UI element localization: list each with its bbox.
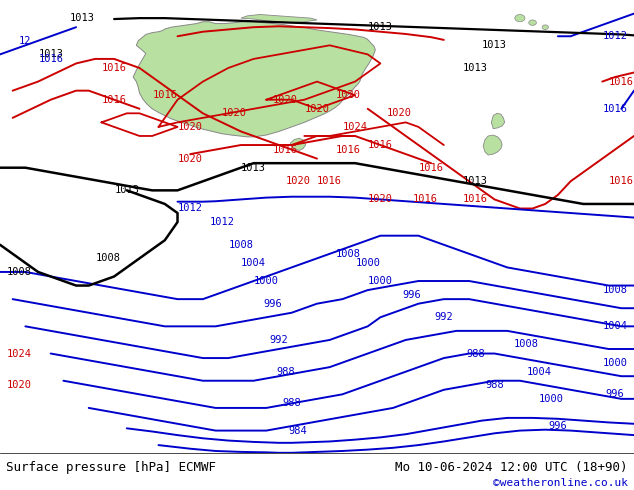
Text: 12: 12	[19, 36, 32, 46]
Text: 1012: 1012	[178, 203, 203, 214]
Text: 1000: 1000	[602, 358, 628, 368]
Text: 1012: 1012	[602, 31, 628, 41]
Text: 988: 988	[276, 367, 295, 377]
Text: 1024: 1024	[6, 348, 32, 359]
Text: 1000: 1000	[355, 258, 380, 268]
Text: 1016: 1016	[273, 145, 298, 154]
Polygon shape	[241, 15, 317, 23]
Text: 1000: 1000	[254, 276, 279, 286]
Text: 988: 988	[485, 380, 504, 390]
Text: 1004: 1004	[526, 367, 552, 377]
Text: 1013: 1013	[114, 185, 139, 196]
Text: 1016: 1016	[317, 176, 342, 186]
Text: 1008: 1008	[514, 340, 539, 349]
Text: 1020: 1020	[6, 380, 32, 390]
Text: 1008: 1008	[336, 249, 361, 259]
Text: Surface pressure [hPa] ECMWF: Surface pressure [hPa] ECMWF	[6, 462, 216, 474]
Text: 1020: 1020	[285, 176, 311, 186]
Text: 1000: 1000	[368, 276, 393, 286]
Text: 1013: 1013	[463, 63, 488, 73]
Text: 1020: 1020	[304, 104, 330, 114]
Text: 988: 988	[282, 398, 301, 408]
Text: 1020: 1020	[178, 122, 203, 132]
Text: 1016: 1016	[609, 76, 634, 87]
Text: 1004: 1004	[602, 321, 628, 331]
Text: ©weatheronline.co.uk: ©weatheronline.co.uk	[493, 478, 628, 488]
Text: 1008: 1008	[602, 285, 628, 295]
Text: 1016: 1016	[368, 140, 393, 150]
Text: 1016: 1016	[336, 145, 361, 154]
Text: 1013: 1013	[463, 176, 488, 186]
Text: 992: 992	[434, 312, 453, 322]
Text: 984: 984	[288, 426, 307, 436]
Text: 1012: 1012	[209, 217, 235, 227]
Polygon shape	[491, 113, 505, 129]
Text: 1004: 1004	[241, 258, 266, 268]
Text: 996: 996	[403, 290, 422, 299]
Text: 1013: 1013	[70, 13, 95, 23]
Text: 1016: 1016	[609, 176, 634, 186]
Circle shape	[542, 25, 548, 29]
Text: 1024: 1024	[342, 122, 368, 132]
Polygon shape	[133, 22, 375, 137]
Text: 996: 996	[605, 390, 624, 399]
Text: Mo 10-06-2024 12:00 UTC (18+90): Mo 10-06-2024 12:00 UTC (18+90)	[395, 462, 628, 474]
Text: 996: 996	[263, 299, 282, 309]
Text: 1013: 1013	[241, 163, 266, 172]
Text: 996: 996	[548, 421, 567, 431]
Text: 1016: 1016	[418, 163, 444, 172]
Text: 1020: 1020	[273, 95, 298, 105]
Circle shape	[529, 20, 536, 25]
Polygon shape	[483, 135, 502, 155]
Text: 1016: 1016	[602, 104, 628, 114]
Text: 1013: 1013	[38, 49, 63, 59]
Text: 1016: 1016	[101, 63, 127, 73]
Text: 1016: 1016	[101, 95, 127, 105]
Text: 1008: 1008	[95, 253, 120, 263]
Text: 1016: 1016	[38, 54, 63, 64]
Circle shape	[515, 15, 525, 22]
Text: 1020: 1020	[178, 154, 203, 164]
Text: 1000: 1000	[539, 394, 564, 404]
Text: 1013: 1013	[482, 40, 507, 50]
Text: 992: 992	[269, 335, 288, 345]
Text: 1020: 1020	[336, 90, 361, 100]
Text: 1016: 1016	[412, 195, 437, 204]
Text: 1016: 1016	[463, 195, 488, 204]
Text: 1020: 1020	[222, 108, 247, 118]
Text: 1008: 1008	[6, 267, 32, 277]
Text: 988: 988	[466, 348, 485, 359]
Text: 1016: 1016	[152, 90, 178, 100]
Polygon shape	[290, 138, 306, 150]
Text: 1008: 1008	[228, 240, 254, 250]
Text: 1020: 1020	[387, 108, 412, 118]
Text: 1013: 1013	[368, 22, 393, 32]
Text: 1020: 1020	[368, 195, 393, 204]
